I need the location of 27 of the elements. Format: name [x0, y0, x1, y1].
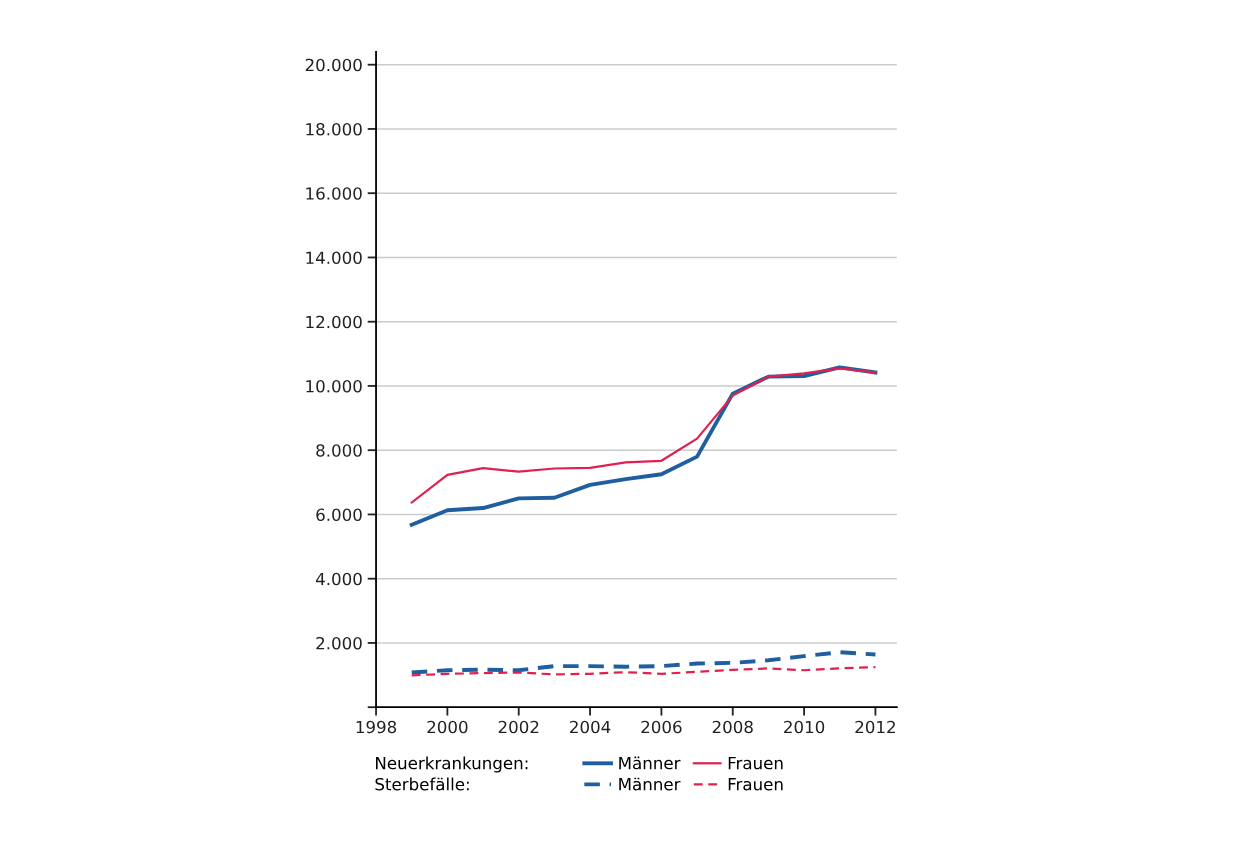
y-tick-label: 12.000 — [306, 315, 362, 329]
legend-label: Frauen — [728, 756, 783, 770]
x-tick-label: 2002 — [498, 720, 539, 734]
legend-label: Frauen — [728, 778, 783, 791]
y-tick-label: 2.000 — [316, 636, 362, 650]
y-tick-label: 18.000 — [306, 122, 362, 136]
y-tick-label: 10.000 — [306, 379, 362, 393]
y-tick-label: 16.000 — [306, 187, 362, 200]
line-series — [410, 367, 877, 504]
line-series — [410, 665, 877, 677]
x-tick-label: 1998 — [356, 720, 397, 734]
y-tick-label: 20.000 — [305, 58, 362, 72]
x-tick-label: 2000 — [427, 720, 468, 734]
x-tick-label: 2008 — [712, 720, 753, 734]
x-tick-label: 2006 — [641, 720, 682, 734]
legend-label: Männer — [619, 777, 681, 791]
y-tick-label: 4.000 — [315, 572, 362, 586]
x-tick-label: 2012 — [855, 720, 895, 734]
y-tick-label: 8.000 — [316, 444, 362, 457]
y-tick-label: 6.000 — [316, 508, 362, 522]
x-tick-label: 2010 — [784, 720, 825, 734]
text: Sterbefälle: — [375, 777, 469, 791]
text: Neuerkrankungen: — [376, 756, 528, 773]
y-tick-label: 14.000 — [306, 251, 362, 265]
line-series — [409, 650, 878, 675]
x-tick-label: 2004 — [570, 720, 611, 734]
legend-label: Männer — [619, 756, 681, 770]
